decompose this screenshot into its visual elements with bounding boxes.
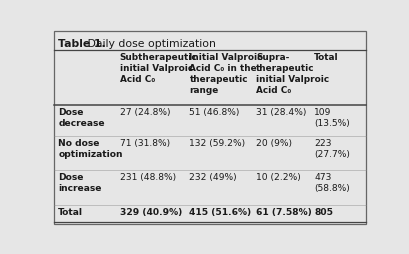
Text: 51 (46.8%): 51 (46.8%) (189, 107, 239, 116)
Text: 473
(58.8%): 473 (58.8%) (314, 173, 349, 193)
Text: Total: Total (58, 207, 83, 216)
Text: 61 (7.58%): 61 (7.58%) (256, 207, 311, 216)
Text: 805: 805 (314, 207, 333, 216)
Text: 132 (59.2%): 132 (59.2%) (189, 138, 245, 147)
Text: 71 (31.8%): 71 (31.8%) (119, 138, 169, 147)
Text: Dose
decrease: Dose decrease (58, 107, 105, 127)
Text: 31 (28.4%): 31 (28.4%) (256, 107, 306, 116)
Text: Initial Valproic
Acid C₀ in the
therapeutic
range: Initial Valproic Acid C₀ in the therapeu… (189, 53, 262, 95)
Text: 329 (40.9%): 329 (40.9%) (119, 207, 181, 216)
Text: 231 (48.8%): 231 (48.8%) (119, 173, 175, 182)
Text: Daily dose optimization: Daily dose optimization (84, 39, 216, 49)
Text: 232 (49%): 232 (49%) (189, 173, 236, 182)
Text: Supra-
therapeutic
initial Valproic
Acid C₀: Supra- therapeutic initial Valproic Acid… (256, 53, 328, 95)
Text: 20 (9%): 20 (9%) (256, 138, 292, 147)
Text: Dose
increase: Dose increase (58, 173, 101, 193)
Text: 109
(13.5%): 109 (13.5%) (314, 107, 349, 127)
Text: 415 (51.6%): 415 (51.6%) (189, 207, 251, 216)
Text: 223
(27.7%): 223 (27.7%) (314, 138, 349, 158)
Text: Table 1.: Table 1. (58, 39, 106, 49)
Text: 27 (24.8%): 27 (24.8%) (119, 107, 170, 116)
Text: Total: Total (314, 53, 338, 61)
Text: 10 (2.2%): 10 (2.2%) (256, 173, 300, 182)
FancyBboxPatch shape (54, 32, 366, 225)
Text: No dose
optimization: No dose optimization (58, 138, 122, 158)
Text: Subtherapeutic
initial Valproic
Acid C₀: Subtherapeutic initial Valproic Acid C₀ (119, 53, 197, 84)
